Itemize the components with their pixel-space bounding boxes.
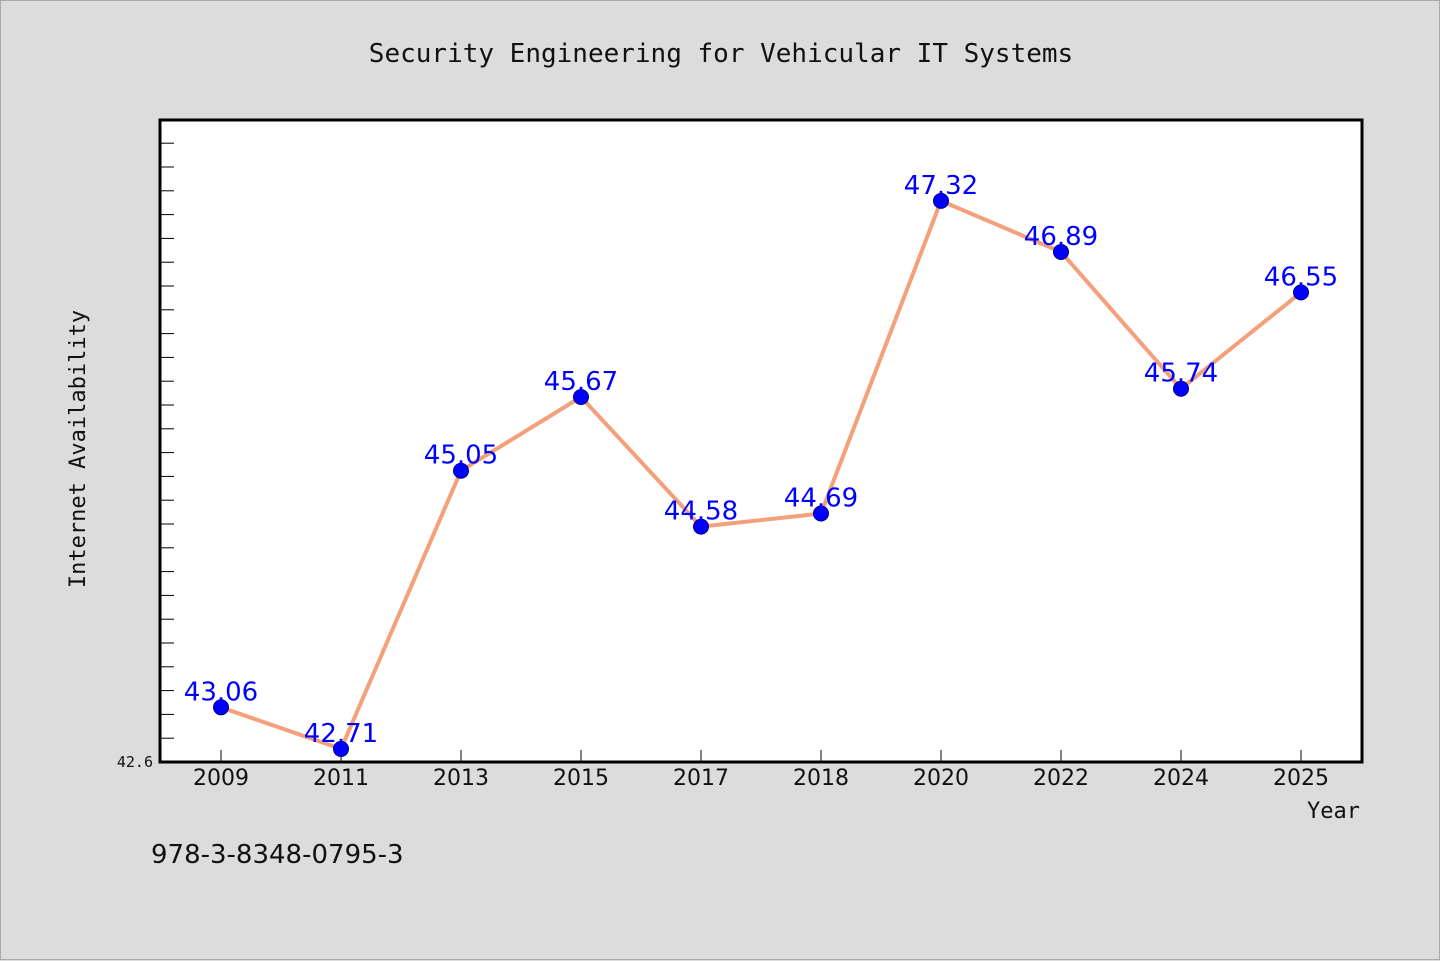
data-point [813,505,829,522]
data-markers [213,192,1309,757]
data-point [933,192,949,209]
x-tick-label: 2018 [793,766,849,791]
data-label: 45.05 [424,441,498,471]
data-label: 43.06 [184,677,258,707]
data-point [453,462,469,479]
x-tick-label: 2013 [433,766,489,791]
x-tick-labels: 2009 2011 2013 2015 2017 2018 2020 2022 2024 2025 [193,766,1329,791]
x-axis-label: Year [1307,799,1360,824]
data-point [573,389,589,406]
data-point [1053,243,1069,260]
data-label: 42.71 [304,719,378,749]
data-point [333,740,349,757]
data-label: 44.69 [784,484,858,514]
data-label: 45.74 [1144,359,1218,389]
data-label: 45.67 [544,367,618,397]
x-tick-label: 2024 [1153,766,1209,791]
data-label: 46.55 [1264,262,1338,292]
chart-title: Security Engineering for Vehicular IT Sy… [369,39,1073,69]
y-axis-label: Internet Availability [66,310,91,588]
x-tick-label: 2025 [1273,766,1329,791]
x-tick-label: 2015 [553,766,609,791]
isbn-footer: 978-3-8348-0795-3 [151,840,404,870]
x-tick-label: 2009 [193,766,249,791]
y-tick-label-min: 42.6 [117,753,153,771]
data-label: 47.32 [904,171,978,201]
plot-area [158,118,1364,764]
x-tick-label: 2022 [1033,766,1089,791]
data-label: 44.58 [664,497,738,527]
y-axis-ticks [160,142,174,739]
data-point [1293,284,1309,301]
data-point [1173,380,1189,397]
data-label: 46.89 [1024,222,1098,252]
x-tick-label: 2020 [913,766,969,791]
x-axis-ticks [220,750,1302,762]
x-tick-label: 2017 [673,766,729,791]
series-line [220,198,1303,751]
data-point [693,518,709,535]
data-labels: 43.06 42.71 45.05 45.67 44.58 44.69 47.32 46.89… [184,171,1338,749]
x-tick-label: 2011 [313,766,369,791]
data-point [213,699,229,716]
